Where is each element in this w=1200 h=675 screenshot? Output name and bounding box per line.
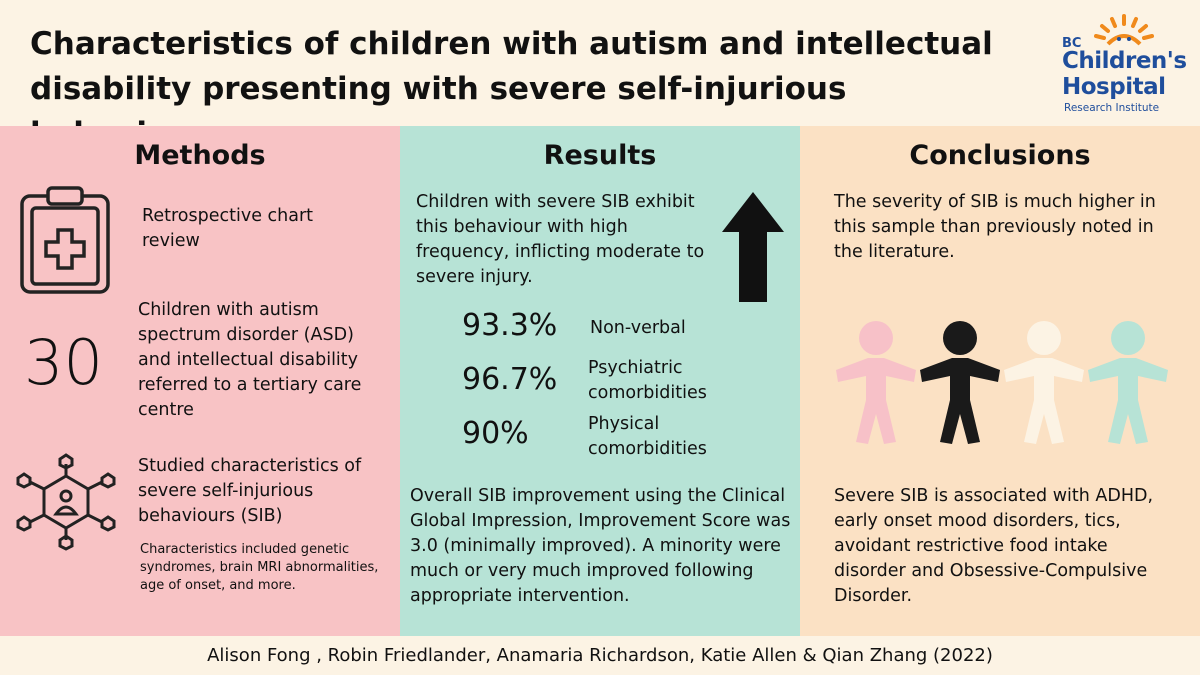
stat-value-2: 96.7% (462, 362, 558, 397)
sample-size-number: 30 (24, 326, 103, 399)
stat-label-1: Non-verbal (590, 318, 686, 338)
person-figure-4 (1088, 321, 1168, 444)
page-title: Characteristics of children with autism … (30, 26, 993, 152)
methods-heading: Methods (134, 140, 266, 171)
conclusions-text2: Severe SIB is associated with ADHD, earl… (834, 486, 1154, 606)
conclusions-heading: Conclusions (909, 140, 1091, 171)
sun-logo-icon (1094, 14, 1154, 46)
stat-label-2: Psychiatric comorbidities (588, 358, 707, 403)
methods-item3-note: Characteristics included genetic syndrom… (140, 542, 379, 593)
results-heading: Results (543, 140, 657, 171)
arrow-up-icon (722, 192, 784, 302)
methods-item3: Studied characteristics of severe self-i… (138, 456, 362, 526)
logo-line3: Research Institute (1064, 102, 1160, 114)
authors-footer: Alison Fong , Robin Friedlander, Anamari… (0, 636, 1200, 675)
person-figure-2 (920, 321, 1000, 444)
people-figures-icon (836, 321, 1168, 444)
methods-item1: Retrospective chart review (142, 206, 314, 251)
stat-value-3: 90% (462, 416, 529, 451)
stat-label-3: Physical comorbidities (588, 414, 707, 459)
logo-line2: Hospital (1062, 74, 1166, 100)
hospital-logo: BC Children's Hospital Research Institut… (1062, 14, 1192, 118)
person-figure-3 (1004, 321, 1084, 444)
person-figure-1 (836, 321, 916, 444)
methods-item2: Children with autism spectrum disorder (… (138, 300, 362, 420)
conclusions-column: Conclusions The severity of SIB is much … (800, 126, 1200, 636)
network-person-icon (16, 453, 116, 551)
results-summary: Overall SIB improvement using the Clinic… (410, 486, 791, 606)
logo-line1: Children's (1062, 48, 1187, 74)
results-intro: Children with severe SIB exhibit this be… (416, 192, 705, 287)
stat-value-1: 93.3% (462, 308, 558, 343)
conclusions-text1: The severity of SIB is much higher in th… (834, 192, 1156, 262)
results-column: Results Children with severe SIB exhibit… (400, 126, 800, 636)
methods-column: Methods Retrospective chart review 30 Ch… (0, 126, 400, 636)
logo-bc: BC (1062, 36, 1082, 51)
clipboard-medical-icon (20, 186, 110, 294)
header: Characteristics of children with autism … (0, 0, 1200, 152)
